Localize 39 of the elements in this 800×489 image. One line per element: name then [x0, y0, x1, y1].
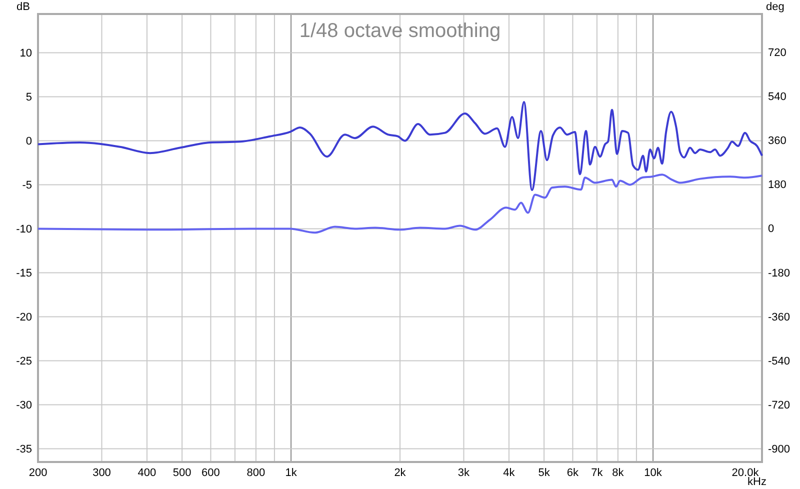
x-tick-label: 10k [644, 466, 662, 479]
x-tick-label: 7k [591, 466, 604, 479]
y-tick-label: 5 [26, 91, 32, 104]
y2-tick-label: 0 [768, 223, 774, 236]
y2-tick-label: 540 [768, 91, 786, 104]
chart-title: 1/48 octave smoothing [299, 20, 501, 42]
y-tick-label: 0 [26, 135, 32, 148]
x-tick-label: 2k [394, 466, 406, 479]
x-tick-label: 8k [612, 466, 624, 479]
x-axis-title: kHz [748, 476, 766, 488]
y-tick-label: -35 [16, 443, 32, 456]
x-tick-label: 1k [285, 466, 298, 479]
y-tick-label: -10 [16, 223, 32, 236]
x-tick-label: 3k [458, 466, 470, 479]
y-tick-label: -25 [16, 355, 32, 368]
y-tick-label: -20 [16, 311, 32, 324]
y2-tick-label: -900 [768, 443, 790, 456]
x-tick-label: 600 [202, 466, 220, 479]
x-tick-label: 800 [246, 466, 266, 479]
y2-tick-label: -360 [768, 311, 790, 324]
x-tick-label: 300 [92, 466, 111, 479]
x-tick-label: 4k [503, 466, 516, 479]
y2-tick-label: 360 [768, 135, 786, 148]
y2-tick-label: -180 [768, 267, 790, 280]
y-tick-label: -5 [22, 179, 32, 192]
y2-tick-label: 180 [768, 179, 786, 192]
y2-tick-label: -720 [768, 399, 790, 412]
x-tick-label: 5k [538, 466, 550, 479]
x-tick-label: 200 [28, 466, 48, 479]
y2-axis-title: deg [766, 1, 784, 13]
x-tick-label: 6k [566, 466, 580, 479]
y-tick-label: -15 [16, 267, 32, 280]
y-axis-title: dB [16, 1, 30, 13]
y2-tick-label: 720 [768, 47, 786, 60]
y-tick-label: 10 [20, 47, 32, 60]
y-tick-label: -30 [16, 399, 32, 412]
y2-tick-label: -540 [768, 355, 790, 368]
x-tick-label: 500 [172, 466, 192, 479]
x-tick-label: 400 [138, 466, 156, 479]
